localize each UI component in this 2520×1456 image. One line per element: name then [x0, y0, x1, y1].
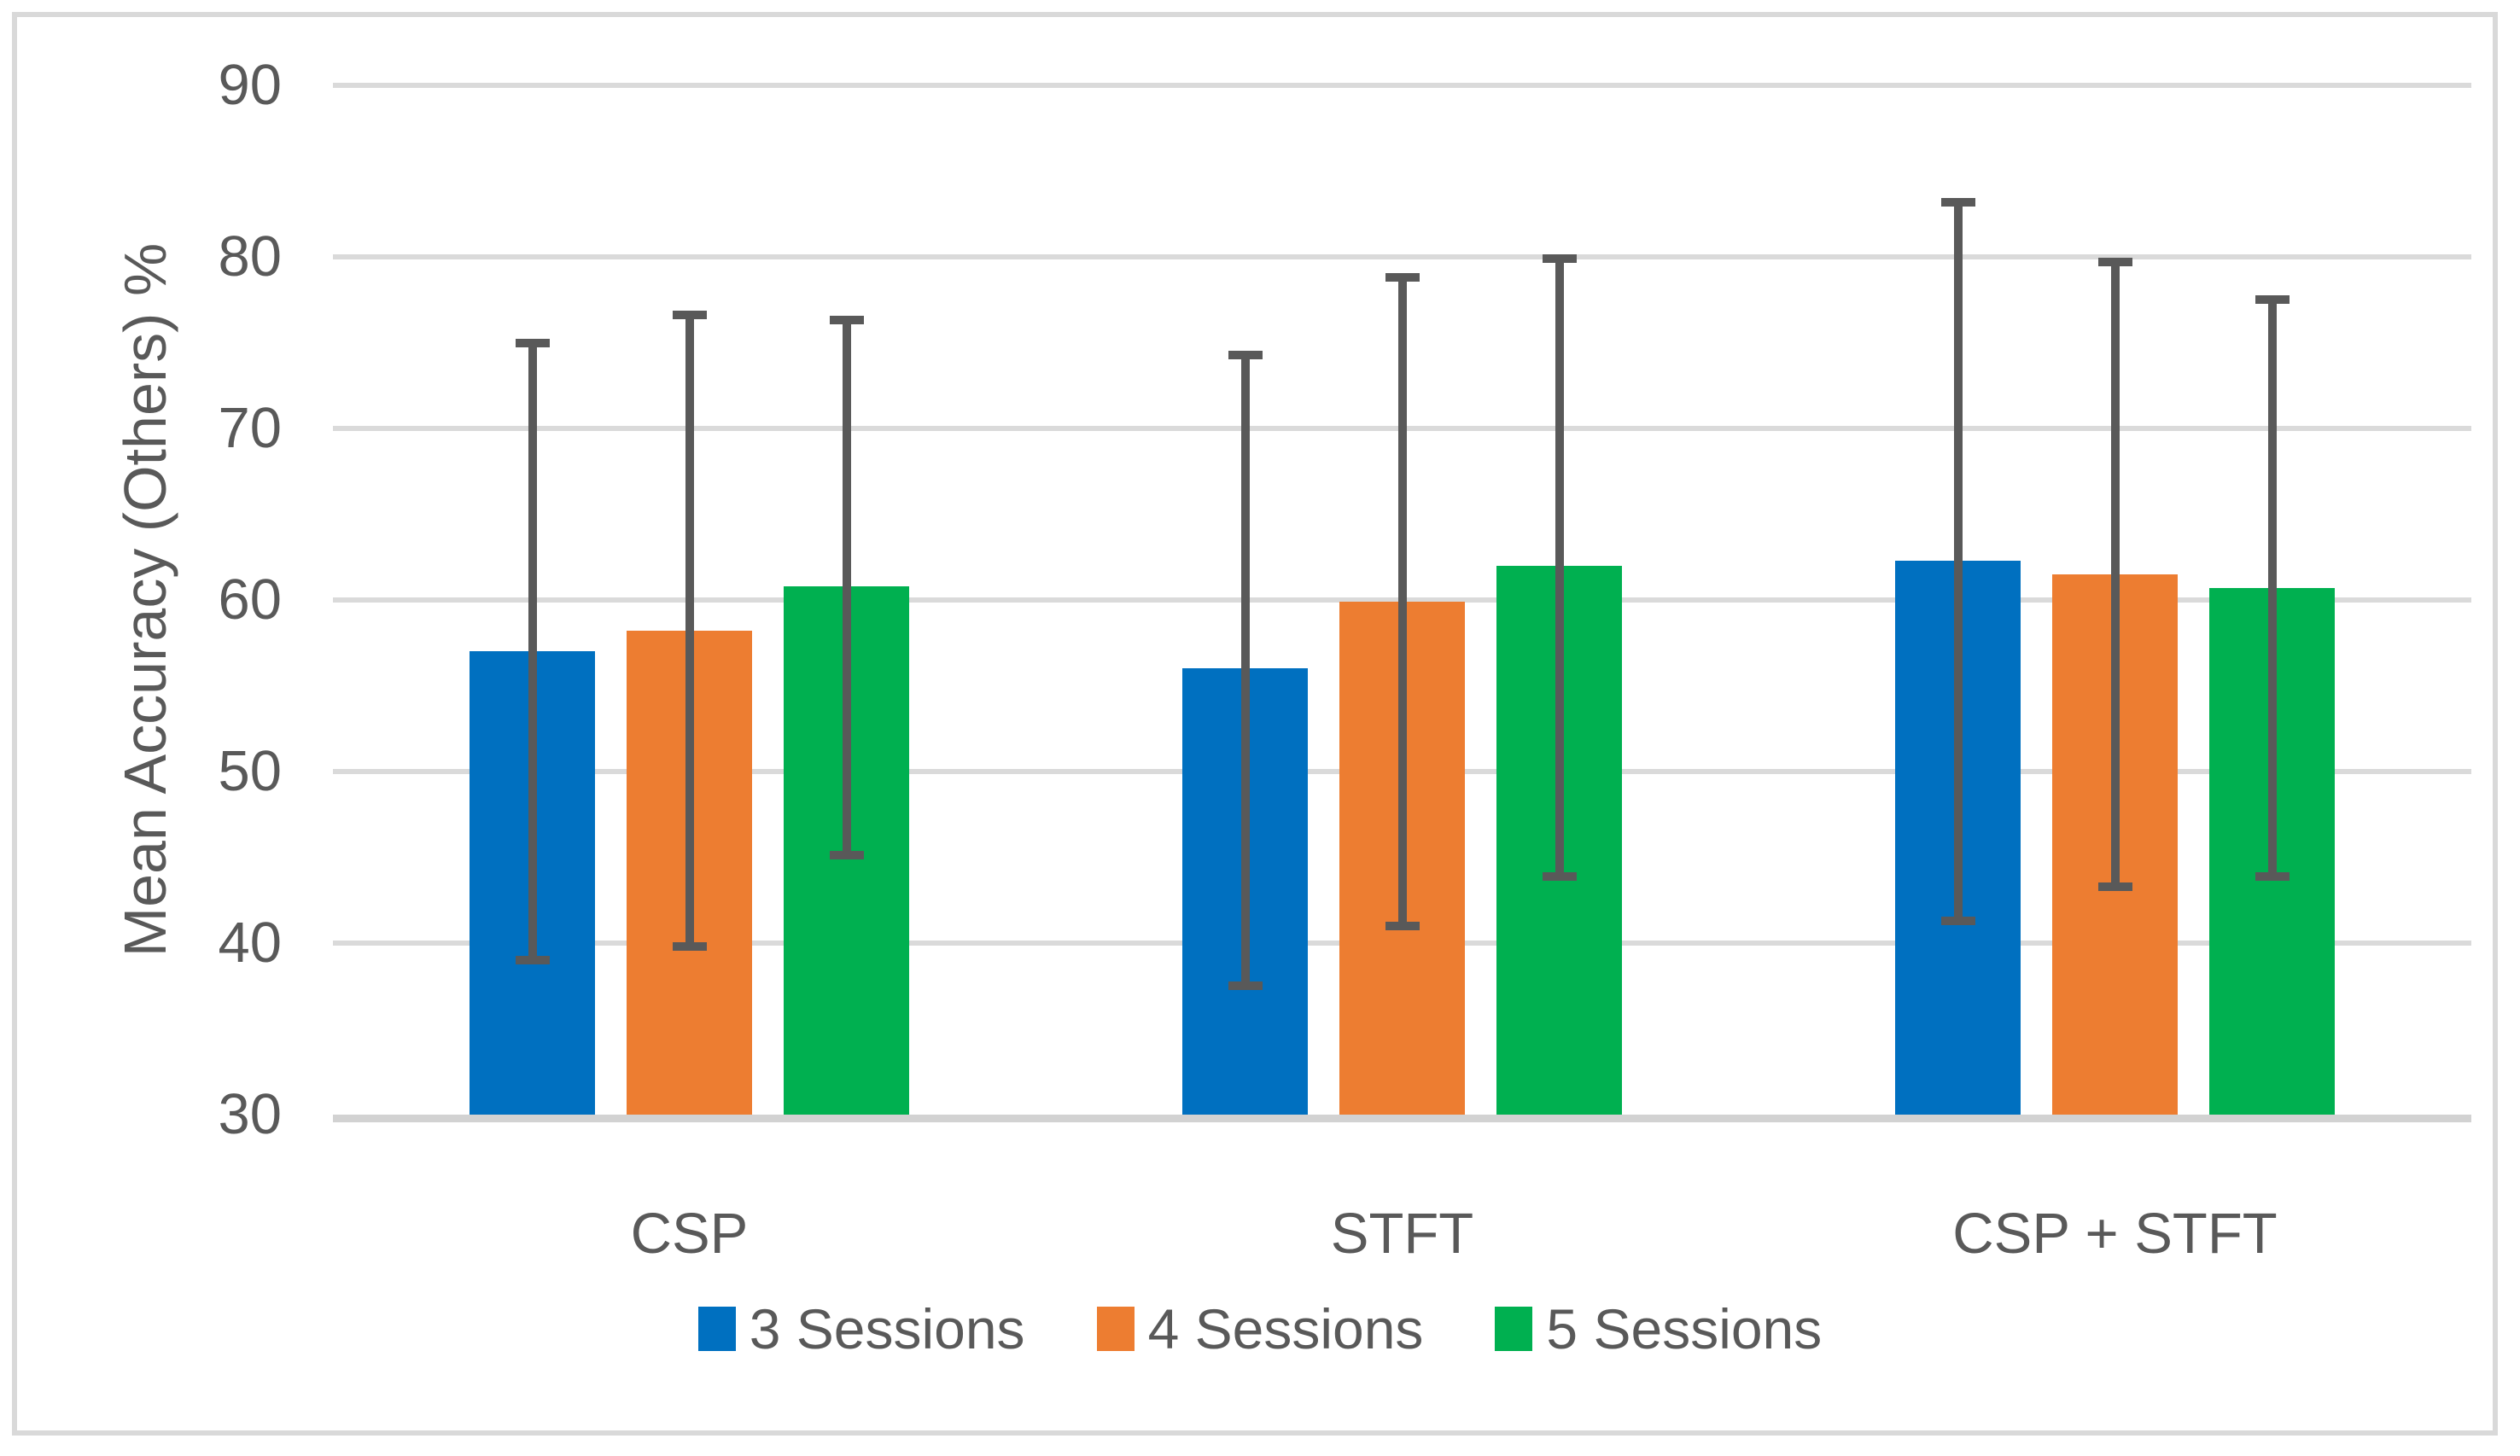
legend-item-5-sessions: 5 Sessions: [1495, 1301, 1822, 1357]
legend-swatch-4-sessions: [1096, 1307, 1135, 1351]
gridline-90: [333, 83, 2471, 88]
error-line: [528, 338, 537, 965]
error-bar-5-sessions-csp-stft: [2255, 295, 2290, 881]
legend-label-4-sessions: 4 Sessions: [1147, 1297, 1424, 1360]
error-cap-bottom: [1940, 916, 1975, 925]
y-tick-label-50: 50: [218, 739, 282, 803]
error-cap-bottom: [2097, 882, 2132, 891]
plot-area: [333, 83, 2471, 1122]
error-cap-bottom: [672, 942, 707, 951]
legend: 3 Sessions 4 Sessions 5 Sessions: [0, 1301, 2520, 1357]
error-cap-bottom: [1385, 921, 1420, 930]
x-category-label-csp-stft: CSP + STFT: [1952, 1202, 2278, 1266]
y-tick-label-80: 80: [218, 224, 282, 288]
y-tick-label-30: 30: [218, 1082, 282, 1146]
legend-swatch-5-sessions: [1495, 1307, 1533, 1351]
error-line: [1240, 350, 1250, 991]
error-bar-3-sessions-csp: [515, 338, 550, 965]
error-cap-bottom: [515, 956, 550, 965]
error-bar-3-sessions-csp-stft: [1940, 197, 1975, 925]
error-line: [842, 316, 851, 860]
x-category-label-csp: CSP: [630, 1202, 749, 1266]
x-category-label-stft: STFT: [1330, 1202, 1474, 1266]
y-tick-label-60: 60: [218, 568, 282, 632]
legend-item-3-sessions: 3 Sessions: [697, 1297, 1025, 1360]
error-line: [2110, 258, 2120, 891]
legend-label-3-sessions: 3 Sessions: [749, 1297, 1025, 1360]
error-bar-4-sessions-stft: [1385, 273, 1420, 930]
error-line: [1397, 273, 1407, 930]
error-bar-5-sessions-stft: [1542, 254, 1577, 881]
error-bar-4-sessions-csp-stft: [2097, 258, 2132, 891]
x-axis-line: [333, 1115, 2471, 1122]
x-axis-category-labels: CSP STFT CSP + STFT: [333, 1200, 2471, 1277]
legend-item-4-sessions: 4 Sessions: [1096, 1297, 1424, 1360]
error-cap-bottom: [829, 851, 864, 860]
error-bar-3-sessions-stft: [1228, 350, 1263, 991]
error-cap-bottom: [2255, 871, 2290, 881]
y-tick-label-70: 70: [218, 396, 282, 460]
error-cap-bottom: [1228, 981, 1263, 991]
error-bar-4-sessions-csp: [672, 311, 707, 951]
error-line: [2267, 295, 2277, 881]
legend-swatch-3-sessions: [697, 1307, 736, 1351]
gridline-80: [333, 254, 2471, 259]
y-tick-label-90: 90: [218, 53, 282, 117]
error-line: [1953, 197, 1963, 925]
y-axis-tick-labels: 90 80 70 60 50 40 30: [0, 0, 282, 1456]
error-line: [1555, 254, 1564, 881]
error-bar-5-sessions-csp: [829, 316, 864, 860]
error-cap-bottom: [1542, 871, 1577, 881]
y-tick-label-40: 40: [218, 911, 282, 975]
error-line: [685, 311, 694, 951]
legend-label-5-sessions: 5 Sessions: [1546, 1297, 1823, 1360]
